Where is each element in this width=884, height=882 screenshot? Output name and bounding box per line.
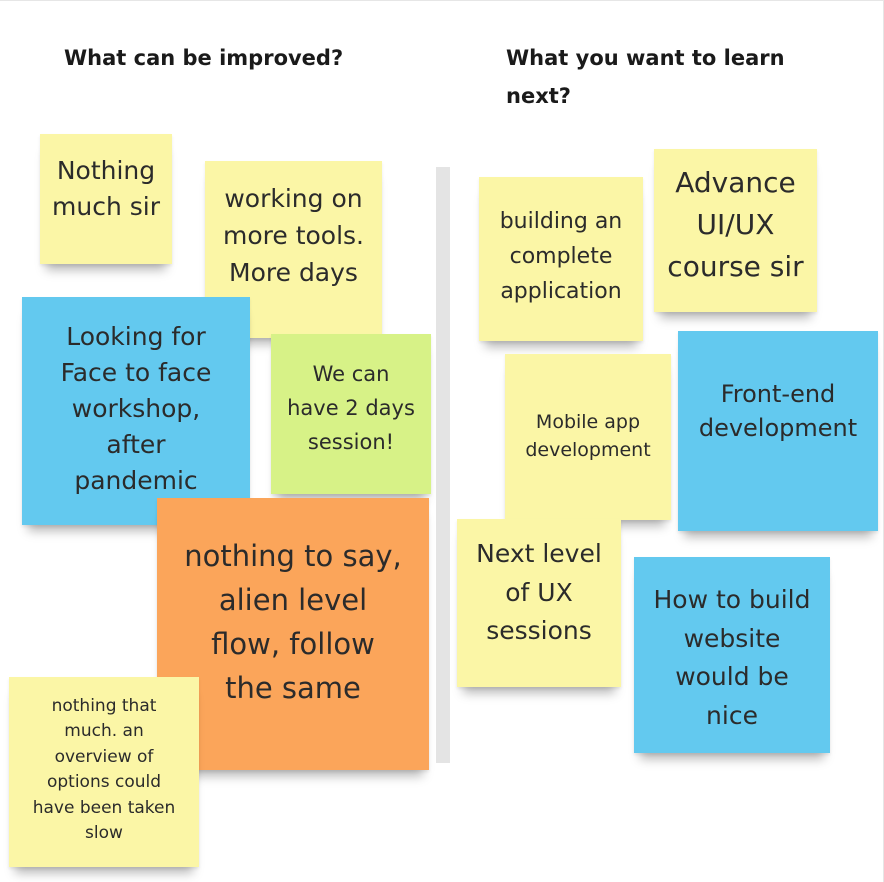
sticky-note-two-days[interactable]: We can have 2 days session! (271, 334, 431, 494)
column-divider (436, 167, 450, 763)
sticky-note-advance-uiux[interactable]: Advance UI/UX course sir (654, 149, 817, 312)
sticky-note-nothing-much[interactable]: Nothing much sir (40, 134, 172, 264)
sticky-note-frontend[interactable]: Front-end development (678, 331, 878, 531)
sticky-note-nothing-that-much[interactable]: nothing that much. an overview of option… (9, 677, 199, 867)
sticky-note-building-app[interactable]: building an complete application (479, 177, 643, 341)
sticky-note-mobile-app[interactable]: Mobile app development (505, 354, 671, 520)
sticky-note-face-to-face[interactable]: Looking for Face to face workshop, after… (22, 297, 250, 525)
sticky-note-build-website[interactable]: How to build website would be nice (634, 557, 830, 753)
column-heading-improved: What can be improved? (64, 46, 344, 70)
column-heading-learn-next: What you want to learn next? (506, 46, 785, 108)
sticky-note-next-level-ux[interactable]: Next level of UX sessions (457, 519, 621, 687)
sticky-note-alien-level[interactable]: nothing to say, alien level flow, follow… (157, 498, 429, 770)
